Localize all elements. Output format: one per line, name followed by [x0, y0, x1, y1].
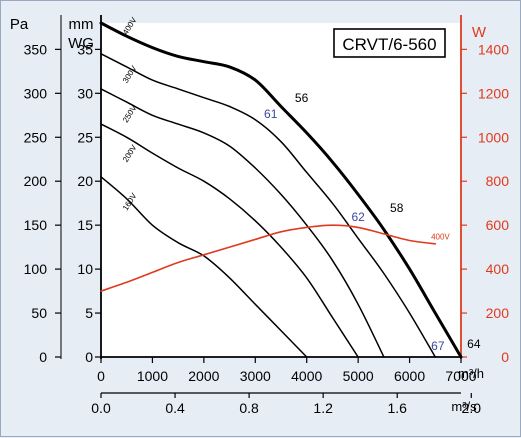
series-line-200v-pressure — [100, 123, 359, 358]
series-line-300v-pressure — [100, 53, 437, 358]
y-right-tick-label: 800 — [486, 173, 510, 189]
y-left-secondary-tick-label: 25 — [77, 129, 93, 145]
annotation-56: 56 — [295, 91, 309, 105]
series-line-160v-pressure — [100, 176, 308, 358]
y-right-tick-label: 1400 — [478, 41, 509, 57]
x-secondary-tick-label: 0.4 — [165, 400, 185, 416]
y-right-unit: W — [472, 24, 487, 41]
y-left-secondary-tick-label: 15 — [77, 217, 93, 233]
x-tick-label: 2000 — [188, 368, 219, 384]
y-left-tick-label: 300 — [24, 85, 48, 101]
y-right-tick-label: 200 — [486, 305, 510, 321]
series-line-400v-power — [100, 224, 437, 292]
annotation-61: 61 — [264, 107, 278, 121]
y-left-tick-label: 250 — [24, 129, 48, 145]
y-left-tick-label: 0 — [39, 349, 47, 365]
y-right-tick-label: 600 — [486, 217, 510, 233]
x-secondary-tick-label: 0.0 — [91, 400, 111, 416]
title-box — [333, 28, 446, 58]
curve-label-400v: 400V — [431, 232, 450, 241]
annotation-62: 62 — [351, 210, 365, 224]
annotation-64: 64 — [467, 337, 481, 351]
x-tick-label: 5000 — [343, 368, 374, 384]
y-left-tick-label: 50 — [31, 305, 47, 321]
x-tick-label: 0 — [97, 368, 105, 384]
y-left-secondary-tick-label: 35 — [77, 41, 93, 57]
x-tick-label: 3000 — [240, 368, 271, 384]
annotation-67: 67 — [431, 339, 445, 353]
y-left-secondary-tick-label: 0 — [85, 349, 93, 365]
x-tick-label: 7000 — [445, 368, 476, 384]
plot-area — [101, 23, 461, 357]
y-left-unit: Pa — [10, 16, 29, 33]
y-right-tick-label: 1200 — [478, 85, 509, 101]
x-tick-label: 6000 — [394, 368, 425, 384]
y-left-tick-label: 100 — [24, 261, 48, 277]
y-left-secondary-tick-label: 10 — [77, 261, 93, 277]
annotation-58: 58 — [390, 201, 404, 215]
x-tick-label: 4000 — [291, 368, 322, 384]
y-right-tick-label: 400 — [486, 261, 510, 277]
y-left-tick-label: 200 — [24, 173, 48, 189]
x-secondary-tick-label: 1.6 — [387, 400, 407, 416]
x-unit: m³/h — [458, 366, 484, 381]
y-right-tick-label: 1000 — [478, 129, 509, 145]
x-secondary-tick-label: 1.2 — [313, 400, 333, 416]
x-tick-label: 1000 — [137, 368, 168, 384]
y-left-tick-label: 150 — [24, 217, 48, 233]
chart-title: CRVT/6-560 — [342, 35, 436, 54]
series-line-250v-pressure — [100, 88, 385, 358]
x-secondary-tick-label: 2.0 — [462, 400, 482, 416]
y-left-secondary-tick-label: 30 — [77, 85, 93, 101]
x-secondary-unit: m³/s — [451, 399, 477, 414]
y-left-secondary-unit-line2: WG — [68, 35, 94, 52]
series-line-400v-pressure — [99, 21, 463, 359]
y-left-secondary-tick-label: 5 — [85, 305, 93, 321]
y-left-secondary-unit-line1: mm — [69, 16, 94, 33]
x-secondary-tick-label: 0.8 — [239, 400, 259, 416]
y-left-secondary-tick-label: 20 — [77, 173, 93, 189]
y-left-tick-label: 350 — [24, 41, 48, 57]
y-right-tick-label: 0 — [501, 349, 509, 365]
